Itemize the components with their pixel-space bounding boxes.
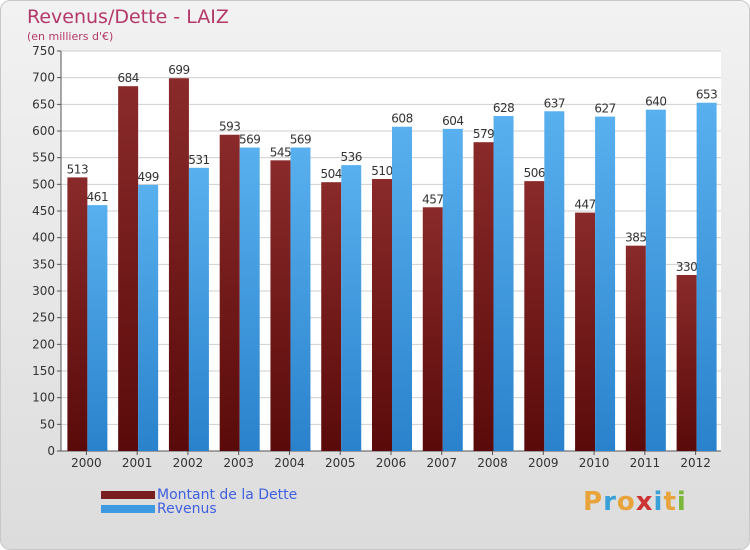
data-label-revenus: 499 — [137, 170, 158, 184]
y-tick-label: 150 — [32, 364, 55, 378]
y-tick-label: 200 — [32, 337, 55, 351]
logo-letter: x — [635, 487, 654, 517]
data-label-revenus: 531 — [188, 153, 209, 167]
bar-dette-2010 — [575, 212, 596, 451]
bar-dette-2006 — [372, 179, 392, 451]
chart-title: Revenus/Dette - LAIZ — [27, 6, 229, 28]
y-tick-label: 450 — [32, 204, 55, 218]
x-tick-label: 2002 — [173, 456, 204, 470]
data-label-dette: 545 — [270, 145, 291, 159]
legend-label-dette: Montant de la Dette — [157, 487, 298, 503]
chart-subtitle: (en milliers d'€) — [27, 30, 114, 43]
logo-letter: o — [616, 487, 636, 517]
x-tick-label: 2010 — [579, 456, 610, 470]
logo-letter: i — [676, 487, 687, 517]
bar-revenus-2006 — [392, 126, 412, 451]
y-tick-label: 600 — [32, 124, 55, 138]
legend-item-revenus: Revenus — [101, 501, 217, 517]
data-label-revenus: 608 — [391, 112, 412, 126]
data-label-dette: 385 — [625, 231, 646, 245]
logo-letter: t — [663, 487, 677, 517]
y-tick-label: 100 — [32, 391, 55, 405]
x-tick-label: 2005 — [325, 456, 356, 470]
data-label-dette: 684 — [117, 71, 138, 85]
bar-revenus-2000 — [87, 205, 108, 451]
bar-dette-2001 — [118, 86, 139, 451]
y-tick-label: 0 — [47, 444, 55, 458]
data-label-dette: 510 — [371, 164, 392, 178]
y-tick-label: 50 — [40, 417, 55, 431]
bar-dette-2003 — [219, 134, 240, 451]
bar-revenus-2010 — [595, 116, 616, 451]
data-label-dette: 593 — [219, 120, 240, 134]
bar-dette-2011 — [625, 245, 646, 451]
data-label-dette: 699 — [168, 63, 189, 77]
x-tick-label: 2001 — [122, 456, 153, 470]
y-tick-label: 250 — [32, 311, 55, 325]
bar-revenus-2012 — [696, 102, 717, 451]
bar-dette-2009 — [524, 181, 545, 451]
data-label-revenus: 653 — [696, 88, 717, 102]
logo-letter: i — [653, 487, 664, 517]
bar-dette-2004 — [270, 160, 291, 452]
data-label-dette: 579 — [473, 127, 494, 141]
data-label-revenus: 536 — [341, 150, 362, 164]
y-tick-label: 300 — [32, 284, 55, 298]
bar-dette-2008 — [473, 142, 494, 451]
bar-revenus-2003 — [239, 147, 260, 452]
x-tick-label: 2011 — [630, 456, 661, 470]
data-label-revenus: 627 — [594, 102, 615, 116]
bar-revenus-2001 — [138, 184, 159, 451]
x-tick-label: 2012 — [680, 456, 711, 470]
bar-dette-2007 — [422, 207, 443, 451]
bar-dette-2000 — [67, 177, 88, 451]
legend-swatch-revenus — [101, 505, 155, 513]
data-label-dette: 457 — [422, 192, 443, 206]
x-tick-label: 2006 — [376, 456, 407, 470]
bar-revenus-2009 — [544, 111, 565, 452]
data-label-revenus: 640 — [645, 95, 666, 109]
bar-revenus-2011 — [645, 109, 666, 452]
x-tick-label: 2003 — [223, 456, 254, 470]
data-label-revenus: 461 — [87, 190, 108, 204]
x-tick-label: 2008 — [477, 456, 508, 470]
bar-dette-2012 — [676, 275, 697, 451]
data-label-revenus: 637 — [544, 96, 565, 110]
y-tick-label: 400 — [32, 231, 55, 245]
y-tick-label: 500 — [32, 177, 55, 191]
y-tick-label: 350 — [32, 257, 55, 271]
legend-item-dette: Montant de la Dette — [101, 487, 297, 503]
y-tick-label: 750 — [32, 44, 55, 58]
bar-revenus-2002 — [188, 167, 209, 452]
data-label-revenus: 628 — [493, 101, 514, 115]
proxiti-logo: Proxiti — [583, 487, 687, 517]
data-label-dette: 504 — [321, 167, 342, 181]
data-label-revenus: 569 — [239, 133, 260, 147]
x-tick-label: 2004 — [274, 456, 305, 470]
legend-swatch-dette — [101, 491, 155, 499]
y-tick-label: 550 — [32, 151, 55, 165]
data-label-dette: 506 — [524, 166, 545, 180]
bar-dette-2005 — [321, 182, 342, 451]
bar-dette-2002 — [168, 78, 189, 451]
data-label-dette: 330 — [676, 260, 697, 274]
bar-revenus-2005 — [341, 165, 362, 451]
data-label-revenus: 569 — [290, 133, 311, 147]
legend-label-revenus: Revenus — [157, 501, 217, 517]
y-tick-label: 650 — [32, 97, 55, 111]
logo-letter: P — [583, 487, 604, 517]
data-label-dette: 513 — [67, 162, 88, 176]
y-tick-label: 700 — [32, 71, 55, 85]
bar-revenus-2004 — [290, 147, 311, 452]
data-label-revenus: 604 — [442, 114, 463, 128]
x-tick-label: 2009 — [528, 456, 559, 470]
data-label-dette: 447 — [574, 198, 595, 212]
bar-revenus-2008 — [493, 116, 514, 452]
x-tick-label: 2007 — [426, 456, 457, 470]
bar-revenus-2007 — [442, 128, 463, 451]
logo-letter: r — [603, 487, 617, 517]
x-tick-label: 2000 — [71, 456, 102, 470]
